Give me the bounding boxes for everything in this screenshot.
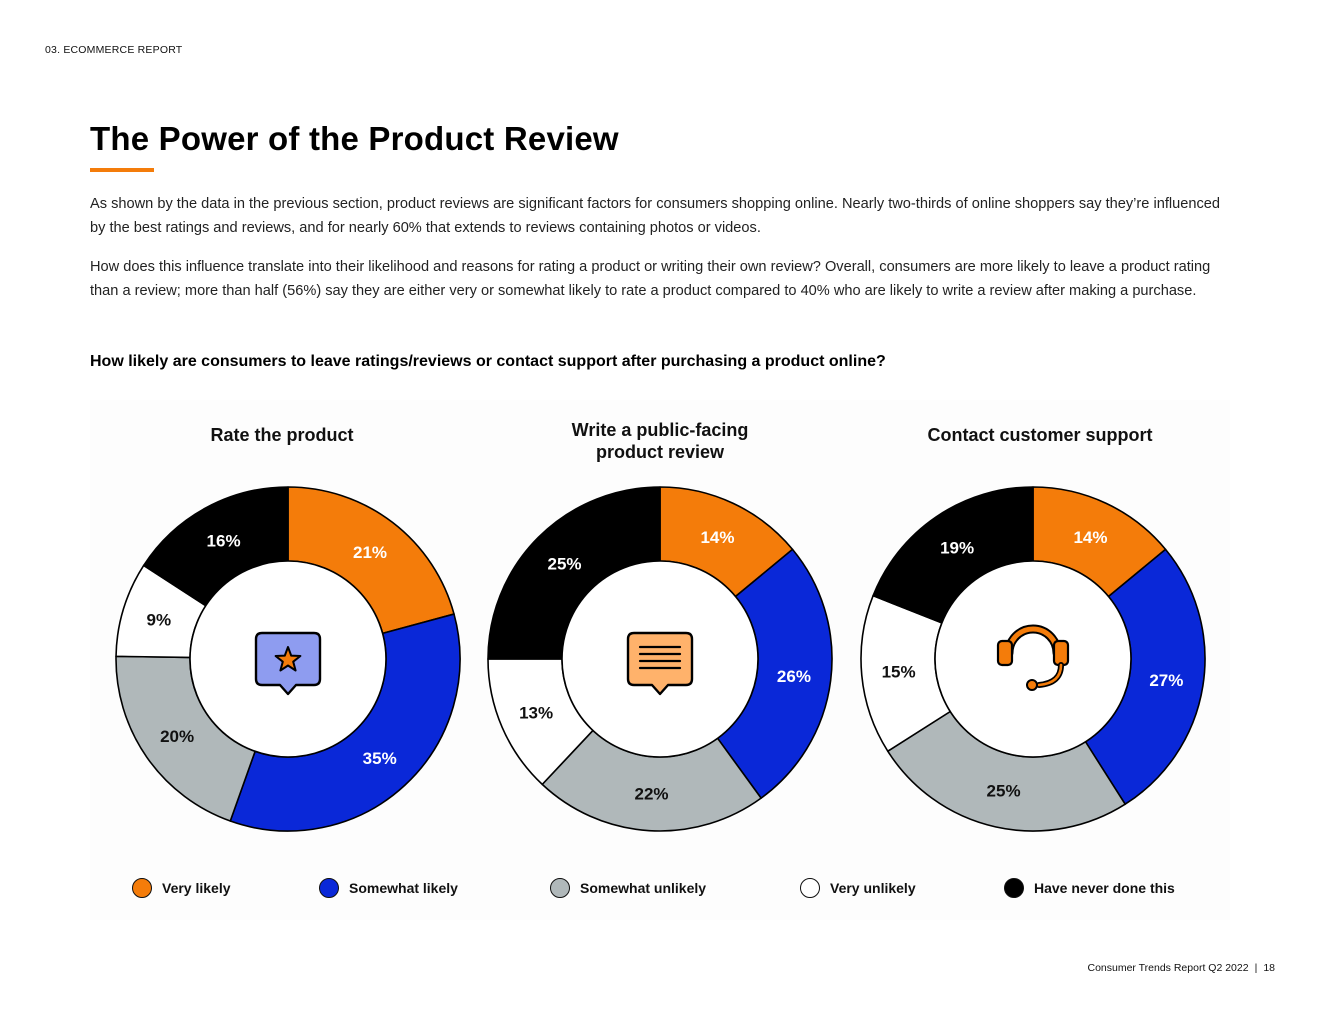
footer-report-name: Consumer Trends Report Q2 2022 (1087, 962, 1249, 974)
legend-swatch (132, 878, 152, 898)
page-footer: Consumer Trends Report Q2 2022 | 18 (1087, 962, 1275, 974)
slice-label-have-never: 16% (207, 531, 241, 550)
donut-chart-3: 14% 27% 25% 15% 19% (860, 486, 1206, 832)
page-title: The Power of the Product Review (90, 120, 619, 157)
footer-separator: | (1254, 962, 1258, 974)
slice-label-somewhat-likely: 26% (777, 667, 811, 686)
slice-label-very-unlikely: 13% (519, 704, 553, 723)
legend-item-somewhat-likely: Somewhat likely (319, 878, 458, 898)
legend-item-very-unlikely: Very unlikely (800, 878, 916, 898)
legend-label: Somewhat likely (349, 880, 458, 896)
slice-label-have-never: 25% (548, 555, 582, 574)
star-speech-bubble-icon (254, 631, 322, 696)
donut-chart-1: 21% 35% 20% 9% 16% (115, 486, 461, 832)
title-underline (90, 168, 154, 172)
chart-title-support: Contact customer support (927, 425, 1153, 445)
detail-paragraph: How does this influence translate into t… (90, 259, 1211, 299)
slice-label-very-unlikely: 15% (882, 663, 916, 682)
chart-title-rate: Rate the product (210, 425, 354, 445)
legend-swatch (550, 878, 570, 898)
slice-label-very-likely: 14% (700, 528, 734, 547)
slice-label-somewhat-unlikely: 20% (160, 727, 194, 746)
legend-label: Very unlikely (830, 880, 916, 896)
slice-label-somewhat-unlikely: 25% (987, 782, 1021, 801)
slice-label-somewhat-unlikely: 22% (635, 785, 669, 804)
chart-legend: Very likely Somewhat likely Somewhat unl… (0, 878, 1320, 902)
legend-item-very-likely: Very likely (132, 878, 231, 898)
legend-item-somewhat-unlikely: Somewhat unlikely (550, 878, 706, 898)
chart-title-review: Write a public-facing product review (571, 420, 749, 462)
intro-paragraph: As shown by the data in the previous sec… (90, 196, 1220, 236)
slice-label-very-unlikely: 9% (147, 611, 172, 630)
section-label: 03. ECOMMERCE REPORT (45, 44, 183, 56)
donut-hole (934, 560, 1132, 758)
slice-label-have-never: 19% (940, 538, 974, 557)
headset-icon (996, 624, 1070, 691)
footer-page-number: 18 (1263, 962, 1275, 974)
legend-swatch (319, 878, 339, 898)
legend-label: Have never done this (1034, 880, 1175, 896)
legend-label: Very likely (162, 880, 231, 896)
slice-label-very-likely: 21% (353, 543, 387, 562)
donut-chart-2: 14% 26% 22% 13% 25% (487, 486, 833, 832)
legend-item-have-never: Have never done this (1004, 878, 1175, 898)
text-speech-bubble-icon (626, 631, 694, 696)
legend-label: Somewhat unlikely (580, 880, 707, 896)
chart-question: How likely are consumers to leave rating… (90, 353, 886, 370)
slice-label-very-likely: 14% (1073, 528, 1107, 547)
slice-label-somewhat-likely: 27% (1149, 671, 1183, 690)
legend-swatch (1004, 878, 1024, 898)
legend-swatch (800, 878, 820, 898)
slice-label-somewhat-likely: 35% (363, 749, 397, 768)
